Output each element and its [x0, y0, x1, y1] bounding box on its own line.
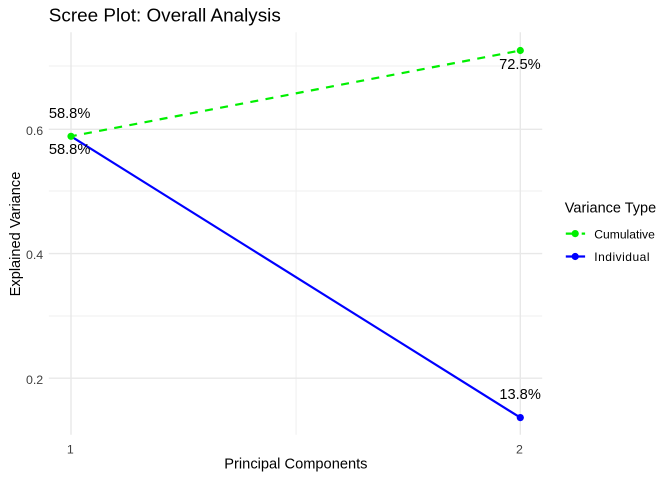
svg-text:Scree Plot: Overall Analysis: Scree Plot: Overall Analysis: [49, 6, 281, 27]
svg-text:13.8%: 13.8%: [499, 387, 541, 403]
svg-text:Variance Type: Variance Type: [565, 201, 656, 217]
svg-text:1: 1: [67, 442, 74, 456]
svg-text:Cumulative: Cumulative: [594, 227, 655, 241]
svg-text:58.8%: 58.8%: [49, 142, 91, 158]
svg-text:72.5%: 72.5%: [499, 57, 541, 73]
svg-text:0.6: 0.6: [26, 124, 43, 138]
svg-text:Explained Variance: Explained Variance: [8, 172, 24, 297]
svg-text:0.2: 0.2: [26, 373, 43, 387]
svg-text:2: 2: [516, 442, 523, 456]
svg-text:Individual: Individual: [594, 250, 650, 264]
svg-text:58.8%: 58.8%: [49, 106, 91, 122]
svg-text:Principal Components: Principal Components: [224, 457, 367, 473]
svg-text:0.4: 0.4: [26, 248, 43, 262]
